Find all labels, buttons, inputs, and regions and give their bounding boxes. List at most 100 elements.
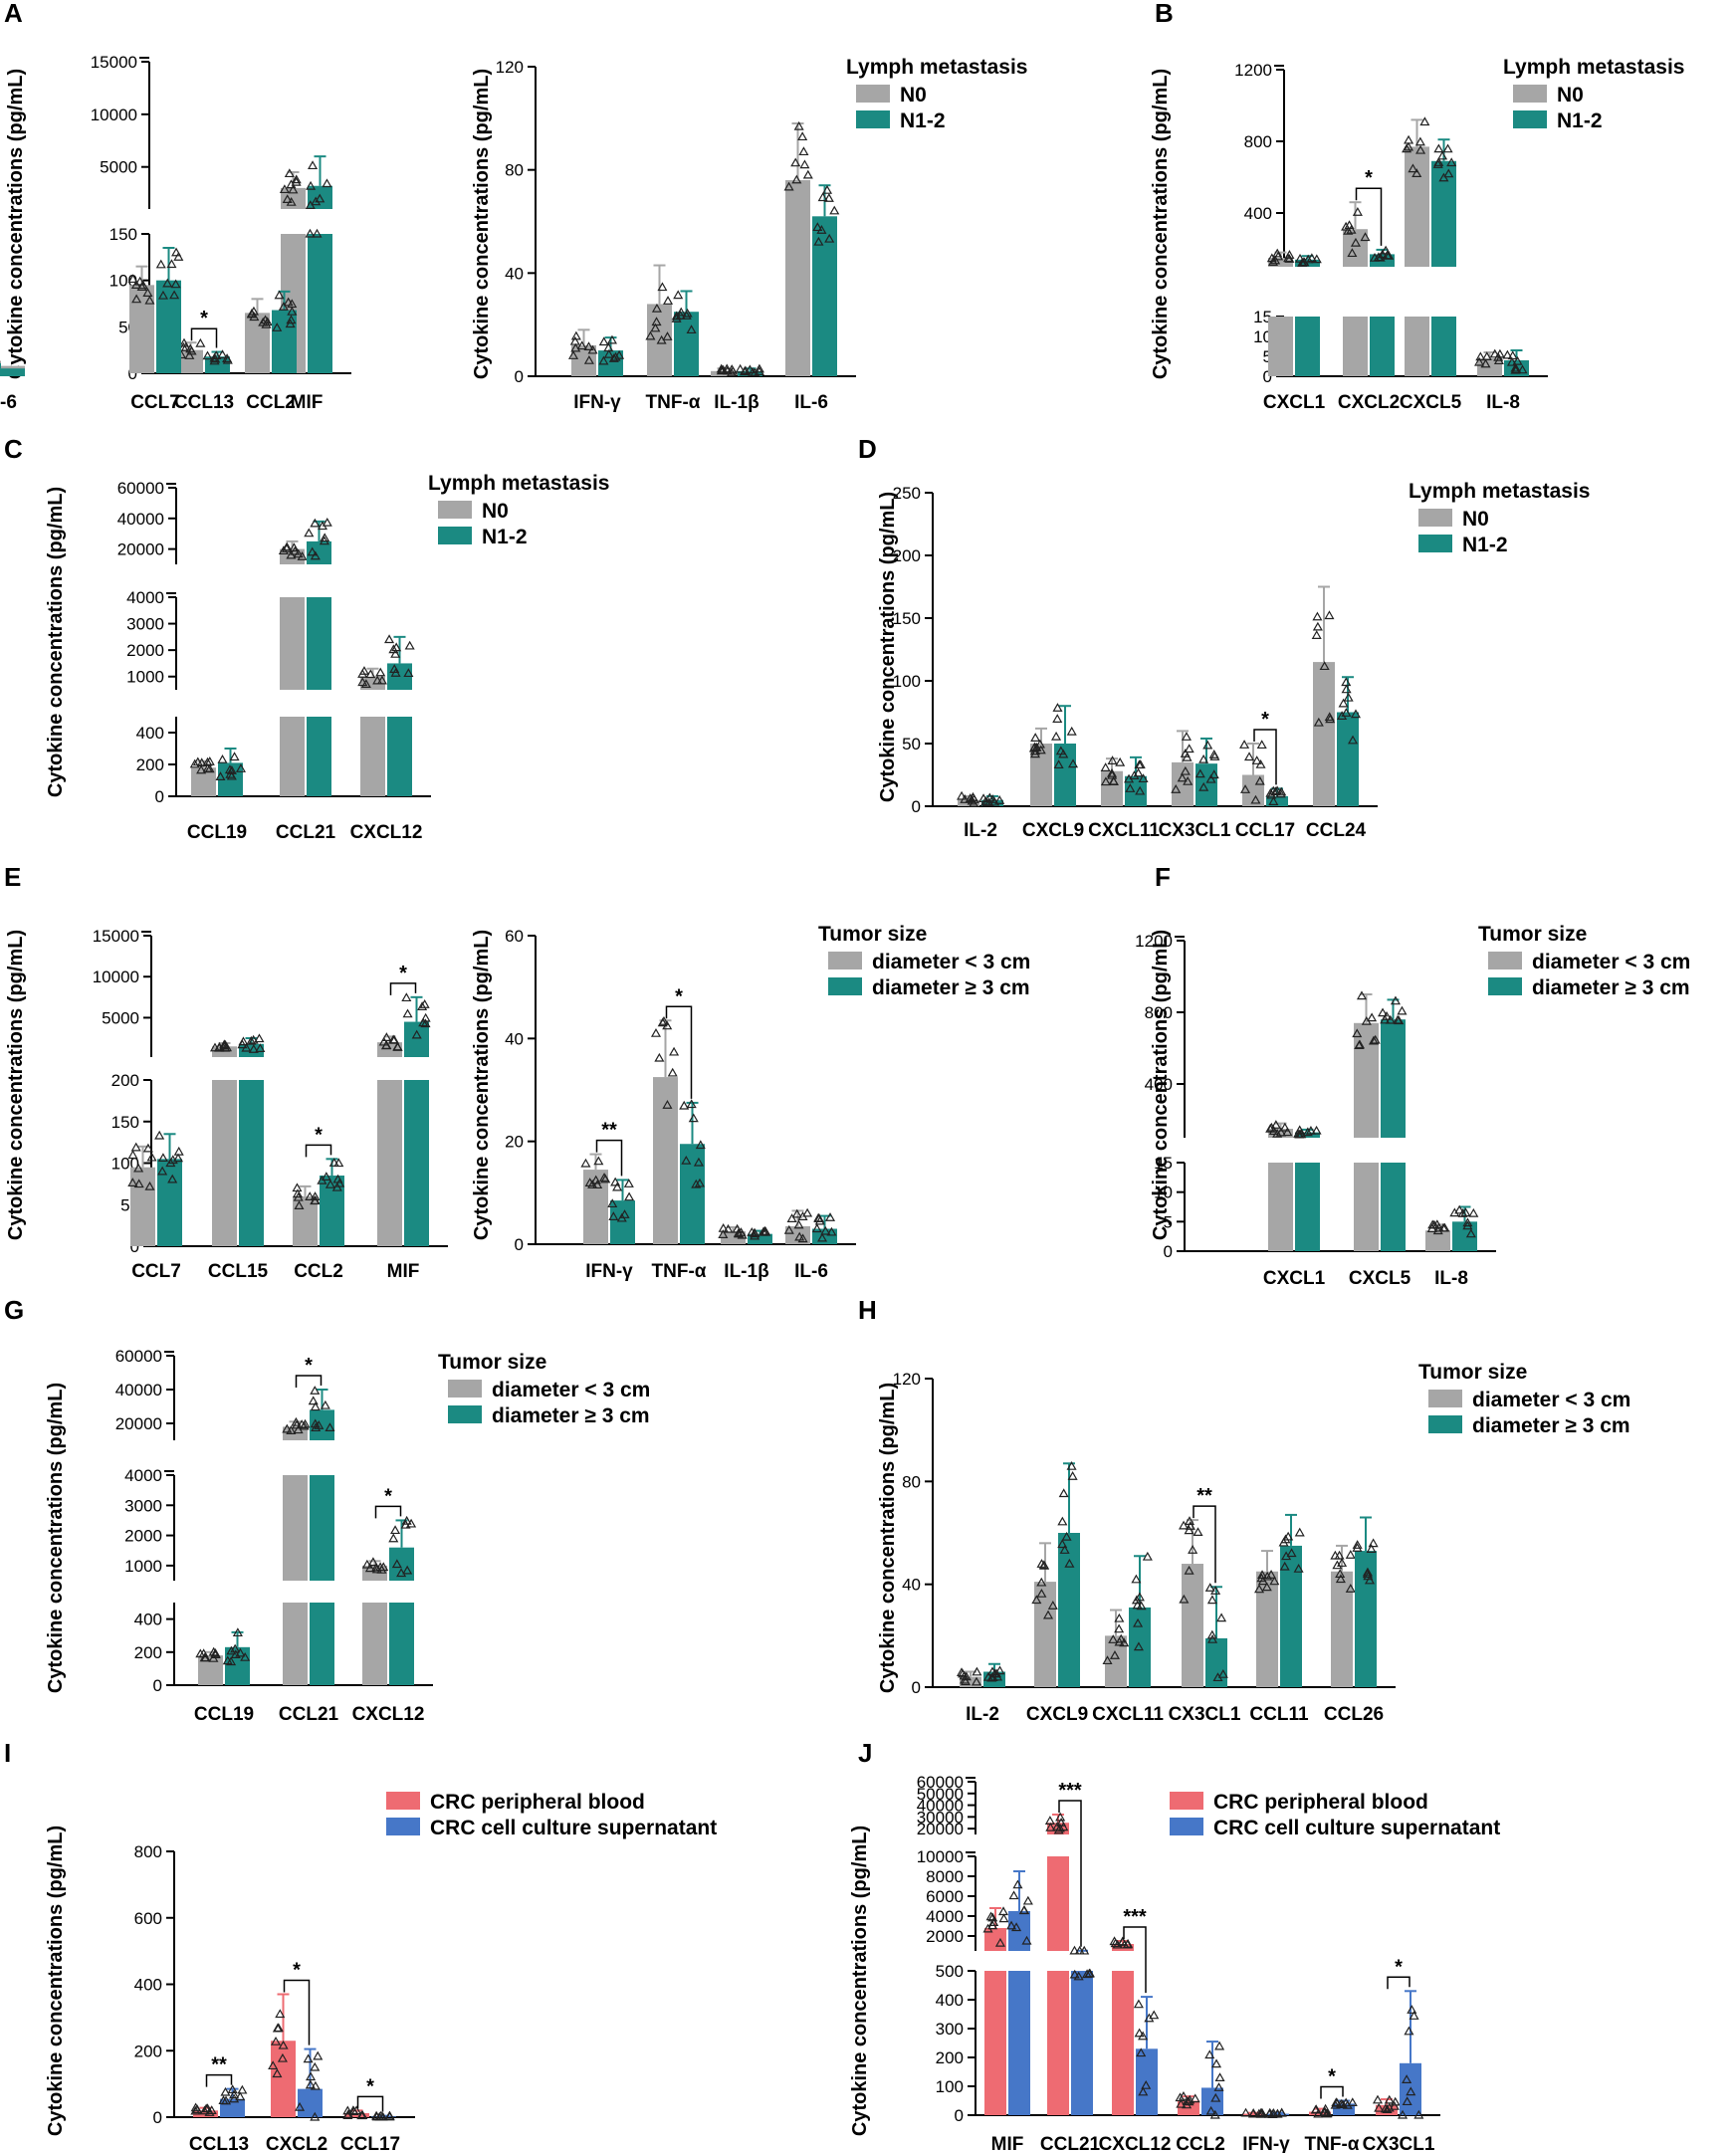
bar-cxcl9-s1: [1054, 744, 1076, 806]
data-point: [304, 528, 315, 538]
data-point: [1398, 2109, 1409, 2119]
data-point: [306, 2071, 317, 2081]
data-point: [1047, 1601, 1058, 1610]
data-point: [1302, 1127, 1313, 1137]
data-point: [732, 1223, 743, 1233]
data-point: [272, 323, 283, 331]
data-point: [293, 1191, 304, 1201]
y-axis-label: Cytokine concentrations (pg/mL): [877, 1383, 899, 1693]
data-point: [1134, 2028, 1145, 2038]
data-point: [749, 1227, 760, 1237]
data-point: [218, 2095, 229, 2104]
data-point: [676, 307, 687, 317]
significance-bracket: [356, 2095, 384, 2112]
data-point: [1107, 755, 1118, 764]
data-point: [817, 1232, 828, 1242]
legend-swatch: [856, 110, 890, 128]
data-point: [1276, 2107, 1287, 2117]
bar-ccl21-s0: [283, 1603, 308, 1685]
data-point: [364, 1563, 375, 1573]
data-point: [969, 797, 979, 807]
significance-label: *: [1328, 2066, 1336, 2088]
panel-label: F: [1155, 862, 1171, 892]
data-point: [1036, 1577, 1047, 1587]
data-point: [315, 193, 326, 203]
y-tick-label: 50: [902, 735, 921, 754]
data-point: [718, 364, 729, 374]
legend-swatch: [1170, 1792, 1203, 1810]
data-point: [1131, 1574, 1142, 1584]
data-point: [1409, 2011, 1419, 2020]
data-point: [1175, 2092, 1186, 2102]
data-point: [189, 758, 200, 768]
data-point: [793, 120, 804, 130]
panel-label: A: [4, 0, 23, 28]
bar-cxcl11-s0: [1105, 1635, 1127, 1687]
data-point: [794, 1231, 805, 1241]
data-point: [1294, 1527, 1305, 1537]
x-tick-label: CCL7: [131, 1261, 181, 1282]
data-point: [1319, 661, 1330, 671]
data-point: [1404, 134, 1414, 144]
data-point: [271, 2037, 282, 2045]
x-tick-label: IL-1β: [724, 1261, 768, 1282]
bar-cxcl2-s0: [1343, 317, 1368, 376]
data-point: [667, 1067, 678, 1077]
y-tick-label: 200: [936, 2048, 964, 2067]
data-point: [322, 517, 332, 527]
data-point: [310, 2080, 321, 2090]
legend-item: CRC cell culture supernatant: [1213, 1817, 1500, 1839]
x-tick-label: TNF-α: [1305, 2134, 1360, 2153]
data-point: [133, 1163, 144, 1173]
bar-cxcl5-s0: [1405, 317, 1429, 376]
data-point: [656, 334, 667, 344]
data-point: [1511, 364, 1522, 374]
legend-swatch: [1418, 535, 1452, 552]
data-point: [278, 2040, 289, 2049]
chart-panel-c-3: C Cytokine concentrations (pg/mL) 0 200 400 1…: [4, 434, 431, 843]
x-tick-label: CXCL1: [1263, 1268, 1326, 1289]
data-point: [142, 288, 153, 297]
data-point: [1362, 1567, 1373, 1577]
data-point: [580, 1158, 591, 1168]
y-tick-label: 20000: [115, 1414, 162, 1433]
data-point: [1347, 248, 1358, 258]
data-point: [1343, 226, 1354, 235]
data-point: [723, 1223, 734, 1233]
data-point: [1250, 794, 1261, 804]
data-point: [1370, 1034, 1381, 1044]
y-axis-label: Cytokine concentrations (pg/mL): [5, 69, 27, 379]
data-point: [1282, 1127, 1293, 1137]
bar-cxcl2-s1: [298, 2088, 323, 2117]
data-point: [1360, 232, 1371, 242]
data-point: [1108, 776, 1119, 785]
legend-swatch: [448, 1405, 482, 1423]
chart-panel-j-11: J Cytokine concentrations (pg/mL) 0 100 200 3…: [849, 1738, 1440, 2153]
y-tick-label: 5: [1263, 347, 1272, 366]
data-point: [694, 1178, 705, 1187]
legend-title: Tumor size: [1478, 923, 1587, 946]
data-point: [1311, 1125, 1322, 1135]
data-point: [718, 1229, 729, 1238]
data-point: [1419, 116, 1430, 126]
x-tick-label: IL-8: [1434, 1268, 1468, 1289]
y-tick-label: 0: [155, 787, 164, 806]
legend-4: Tumor size diameter < 3 cm diameter ≥ 3 cm: [818, 923, 1030, 999]
data-point: [1035, 745, 1046, 754]
data-point: [170, 279, 181, 289]
legend-item: diameter < 3 cm: [492, 1379, 650, 1401]
data-point: [190, 2102, 201, 2112]
y-tick-label: 80: [505, 161, 524, 180]
legend-swatch: [1428, 1390, 1462, 1407]
y-tick-label: 200: [136, 755, 164, 774]
data-point: [220, 1042, 231, 1052]
data-point: [786, 1213, 797, 1222]
data-point: [246, 1035, 257, 1045]
x-tick-label: CX3CL1: [1169, 1704, 1241, 1725]
data-point: [418, 1017, 429, 1027]
x-tick-label: CCL7: [130, 392, 180, 413]
data-point: [286, 1425, 297, 1434]
y-tick-label: 2000: [126, 641, 164, 660]
bar-ccl21-s0: [283, 1475, 308, 1581]
data-point: [816, 225, 827, 234]
